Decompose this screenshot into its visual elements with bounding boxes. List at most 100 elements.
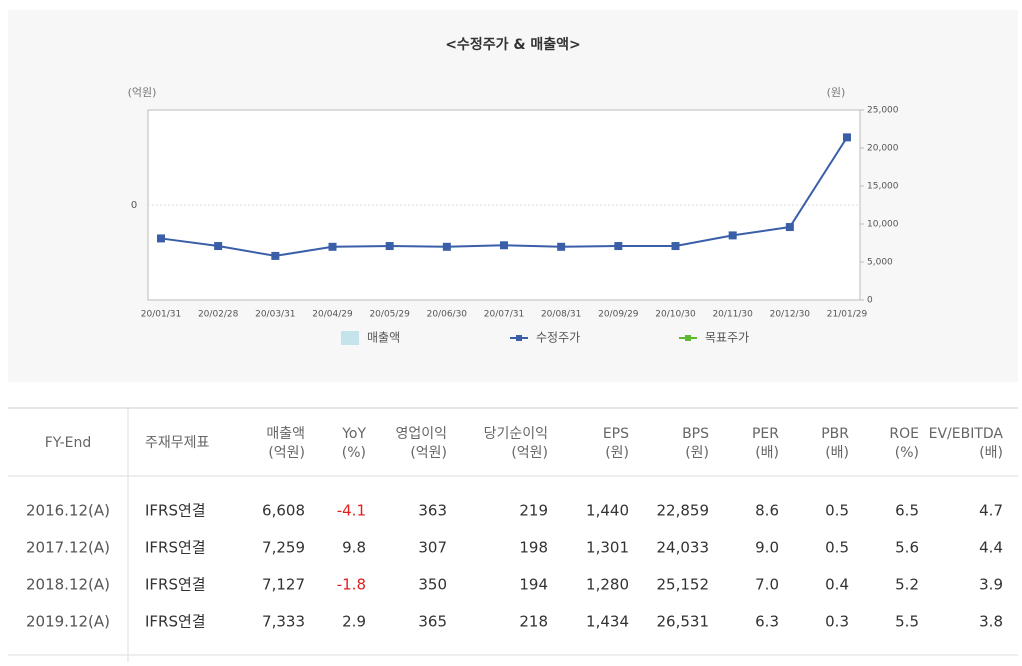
column-header: (%) — [895, 445, 919, 461]
chart-title: <수정주가 & 매출액> — [445, 36, 581, 53]
marker — [500, 241, 508, 250]
x-tick-label: 21/01/29 — [827, 310, 868, 320]
table-cell: 5.6 — [895, 539, 919, 557]
x-tick-label: 20/04/29 — [312, 310, 353, 320]
table-cell: 8.6 — [755, 502, 779, 520]
marker — [614, 242, 623, 251]
column-header: PER — [752, 426, 779, 442]
table-cell: 2.9 — [342, 613, 366, 631]
y2-tick-label: 25,000 — [867, 106, 899, 116]
column-header: 주재무제표 — [145, 435, 210, 451]
column-header: BPS — [682, 426, 709, 442]
column-header: (%) — [342, 445, 366, 461]
marker — [214, 242, 223, 251]
table-cell: 0.3 — [825, 613, 849, 631]
table-cell: 22,859 — [657, 502, 710, 520]
table-cell: -4.1 — [337, 502, 366, 520]
x-tick-label: 20/10/30 — [655, 310, 696, 320]
y2-tick-label: 0 — [867, 296, 873, 306]
table-cell: 307 — [418, 539, 447, 557]
table-cell: 1,434 — [586, 613, 629, 631]
table-cell: 7,333 — [262, 613, 305, 631]
legend-label: 매출액 — [367, 331, 400, 345]
y2-tick-label: 20,000 — [867, 144, 899, 154]
table-cell: 2016.12(A) — [26, 502, 110, 520]
table-cell: 2018.12(A) — [26, 576, 110, 594]
table-cell: 218 — [519, 613, 548, 631]
table-cell: 4.4 — [979, 539, 1003, 557]
table-cell: 350 — [418, 576, 447, 594]
marker — [843, 133, 851, 142]
x-tick-label: 20/11/30 — [712, 310, 753, 320]
y2-axis-label: (원) — [827, 86, 846, 99]
x-tick-label: 20/01/31 — [141, 310, 181, 320]
table-cell: 3.9 — [979, 576, 1003, 594]
table-cell: 7.0 — [755, 576, 779, 594]
x-tick-label: 20/05/29 — [369, 310, 410, 320]
table-cell: 7,259 — [262, 539, 305, 557]
table-cell: IFRS연결 — [145, 502, 206, 520]
x-tick-label: 20/08/31 — [541, 310, 581, 320]
marker — [385, 242, 394, 251]
column-header: ROE — [889, 426, 919, 442]
y-axis-label: (억원) — [128, 86, 157, 99]
marker — [328, 242, 337, 251]
table-cell: -1.8 — [337, 576, 366, 594]
column-header: (원) — [685, 445, 709, 461]
column-header: (배) — [979, 445, 1003, 461]
legend-label: 수정주가 — [536, 331, 580, 345]
marker — [785, 223, 794, 232]
table-cell: 7,127 — [262, 576, 305, 594]
legend-marker — [685, 335, 691, 341]
table-cell: 5.2 — [895, 576, 919, 594]
table-cell: IFRS연결 — [145, 539, 206, 557]
column-header: (억원) — [511, 445, 548, 461]
marker — [157, 234, 165, 243]
marker — [671, 242, 680, 251]
table-cell: 363 — [418, 502, 447, 520]
table-cell: 9.8 — [342, 539, 366, 557]
x-tick-label: 20/06/30 — [427, 310, 468, 320]
table-cell: 26,531 — [657, 613, 710, 631]
table-cell: 0.5 — [825, 539, 849, 557]
table-cell: IFRS연결 — [145, 576, 206, 594]
column-header: (배) — [755, 445, 779, 461]
column-header: EV/EBITDA — [929, 426, 1004, 442]
column-header: YoY — [341, 426, 366, 442]
table-cell: 0.5 — [825, 502, 849, 520]
column-header: (원) — [605, 445, 629, 461]
x-tick-label: 20/12/30 — [770, 310, 811, 320]
table-cell: 2019.12(A) — [26, 613, 110, 631]
x-tick-label: 20/09/29 — [598, 310, 639, 320]
table-cell: 2017.12(A) — [26, 539, 110, 557]
x-tick-label: 20/03/31 — [255, 310, 295, 320]
marker — [728, 231, 737, 240]
column-header: EPS — [603, 426, 629, 442]
marker — [557, 242, 566, 251]
marker — [271, 251, 280, 260]
table-cell: 5.5 — [895, 613, 919, 631]
table-cell: 1,280 — [586, 576, 629, 594]
column-header: 영업이익 — [395, 426, 447, 442]
marker — [442, 242, 451, 251]
table-cell: 6.3 — [755, 613, 779, 631]
y2-tick-label: 10,000 — [867, 220, 899, 230]
table-cell: 198 — [519, 539, 548, 557]
x-tick-label: 20/07/31 — [484, 310, 524, 320]
table-cell: 24,033 — [657, 539, 710, 557]
legend-swatch — [341, 331, 359, 345]
table-cell: 6,608 — [262, 502, 305, 520]
column-header: 매출액 — [266, 426, 305, 442]
column-header: FY-End — [45, 435, 92, 451]
y-tick-label: 0 — [131, 200, 137, 211]
table-cell: 1,440 — [586, 502, 629, 520]
table-cell: 25,152 — [657, 576, 710, 594]
table-cell: 9.0 — [755, 539, 779, 557]
table-cell: 0.4 — [825, 576, 849, 594]
column-header: (억원) — [410, 445, 447, 461]
table-cell: 1,301 — [586, 539, 629, 557]
column-header: (억원) — [268, 445, 305, 461]
column-header: PBR — [821, 426, 849, 442]
